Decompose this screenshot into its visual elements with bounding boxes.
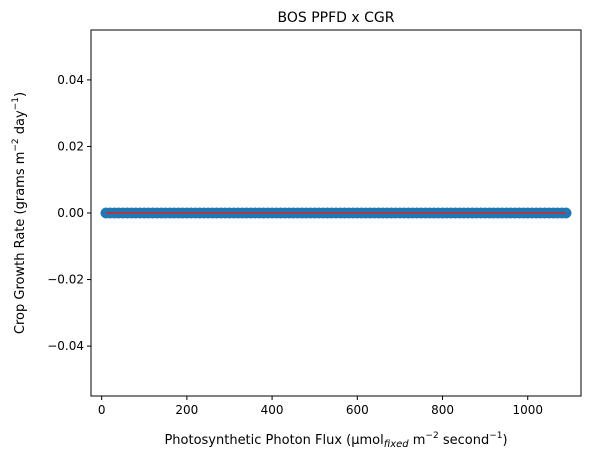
y-tick-label: 0.02	[57, 139, 84, 153]
y-tick-label: 0.04	[57, 73, 84, 87]
chart-title: BOS PPFD x CGR	[278, 10, 395, 26]
y-tick-label: −0.04	[47, 339, 84, 353]
x-tick-label: 600	[346, 403, 369, 417]
x-axis-label: Photosynthetic Photon Flux (µmolfixed m−…	[164, 431, 507, 450]
x-tick-label: 200	[175, 403, 198, 417]
y-axis-label: Crop Growth Rate (grams m−2 day−1)	[11, 92, 28, 334]
y-axis-ticks: 0.04 0.02 0.00 −0.02 −0.04	[47, 73, 91, 353]
x-tick-label: 800	[431, 403, 454, 417]
x-tick-label: 1000	[512, 403, 543, 417]
x-tick-label: 0	[98, 403, 106, 417]
x-tick-label: 400	[261, 403, 284, 417]
y-tick-label: −0.02	[47, 273, 84, 287]
y-tick-label: 0.00	[57, 206, 84, 220]
x-axis-ticks: 0 200 400 600 800 1000	[98, 396, 543, 417]
